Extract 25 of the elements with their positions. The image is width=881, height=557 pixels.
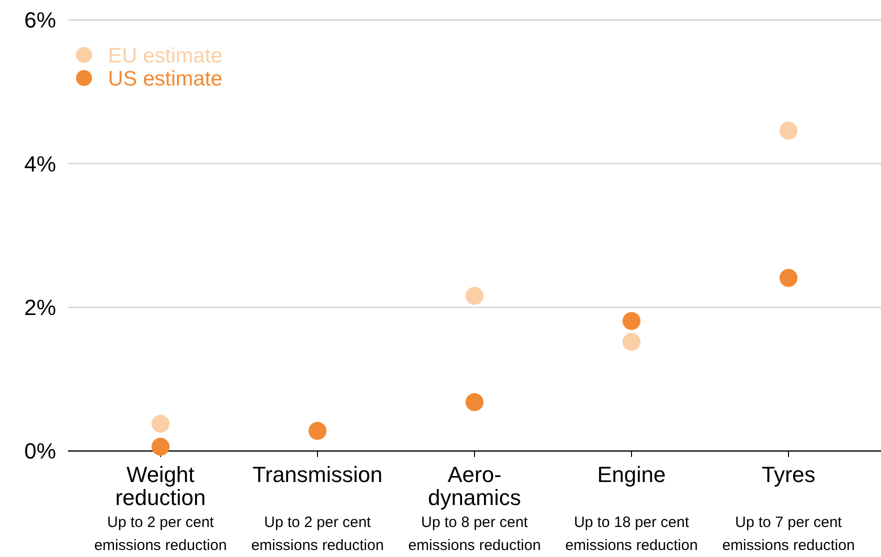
point [780,122,798,140]
y-tick-label: 2% [24,295,56,320]
point [152,438,170,456]
text: Up to 7 per cent emissions reduction [722,514,855,554]
point [466,393,484,412]
point [152,414,170,433]
x-tick-label: Weight reduction [115,462,206,510]
y-tick-label: 6% [24,8,56,33]
point [780,268,798,287]
point [466,286,484,305]
text: Up to 18 per cent emissions reduction [565,514,698,554]
x-tick-label: Tyres [762,462,816,487]
text: Up to 8 per cent emissions reduction [408,514,541,554]
point [622,332,640,351]
y-tick-label: 0% [24,438,56,464]
legend-label: EU estimate [108,44,222,68]
text: Up to 2 per cent emissions reduction [251,514,384,554]
point [622,312,640,330]
legend-label: US estimate [108,67,222,90]
x-tick-label: Engine [597,462,666,487]
point [308,422,326,440]
x-tick-label: Aero-dynamics [428,462,521,510]
x-tick-label: Transmission [252,462,382,487]
y-tick-label: 4% [24,151,56,176]
text: Up to 2 per cent emissions reduction [94,514,227,554]
